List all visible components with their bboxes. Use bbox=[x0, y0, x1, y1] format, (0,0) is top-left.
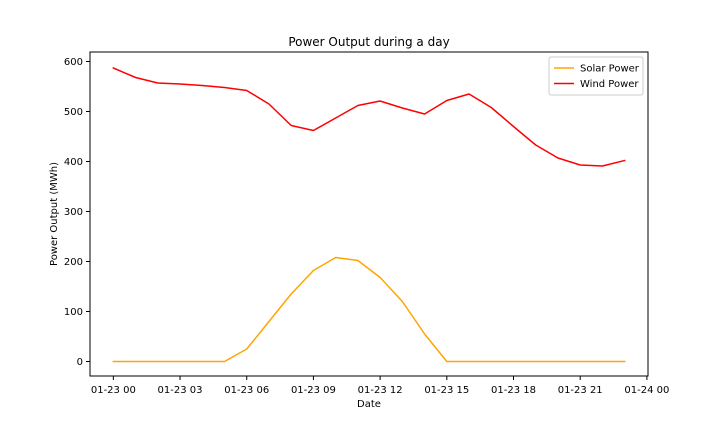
y-tick-label: 100 bbox=[64, 307, 83, 318]
legend-box bbox=[548, 56, 644, 96]
x-tick-label: 01-23 12 bbox=[358, 385, 403, 396]
y-tick-label: 0 bbox=[77, 357, 83, 368]
y-axis: 0 100 200 300 400 500 600 bbox=[64, 57, 90, 368]
x-tick-label: 01-23 03 bbox=[158, 385, 203, 396]
y-tick-label: 200 bbox=[64, 257, 83, 268]
y-tick-label: 400 bbox=[64, 157, 83, 168]
legend-label-solar-power: Solar Power bbox=[580, 64, 640, 75]
y-tick-label: 600 bbox=[64, 57, 83, 68]
legend-label-wind-power: Wind Power bbox=[580, 79, 639, 90]
chart-title: Power Output during a day bbox=[288, 35, 449, 49]
solar-power-line bbox=[112, 256, 626, 363]
x-tick-label: 01-23 06 bbox=[224, 385, 269, 396]
x-tick-label: 01-23 15 bbox=[424, 385, 469, 396]
y-tick-label: 500 bbox=[64, 107, 83, 118]
y-tick-label: 300 bbox=[64, 207, 83, 218]
x-axis-label: Date bbox=[357, 399, 381, 410]
x-tick-label: 01-23 09 bbox=[291, 385, 336, 396]
x-tick-label: 01-23 00 bbox=[91, 385, 136, 396]
x-tick-label: 01-24 00 bbox=[624, 385, 669, 396]
x-tick-label: 01-23 18 bbox=[491, 385, 536, 396]
y-axis-label: Power Output (MWh) bbox=[49, 162, 60, 266]
wind-power-line bbox=[112, 67, 626, 167]
legend: Solar Power Wind Power bbox=[548, 56, 644, 96]
x-axis: 01-23 00 01-23 03 01-23 06 01-23 09 01-23 12… bbox=[91, 376, 669, 396]
x-tick-label: 01-23 21 bbox=[558, 385, 603, 396]
plot-area bbox=[89, 51, 649, 377]
series-lines bbox=[112, 67, 626, 363]
